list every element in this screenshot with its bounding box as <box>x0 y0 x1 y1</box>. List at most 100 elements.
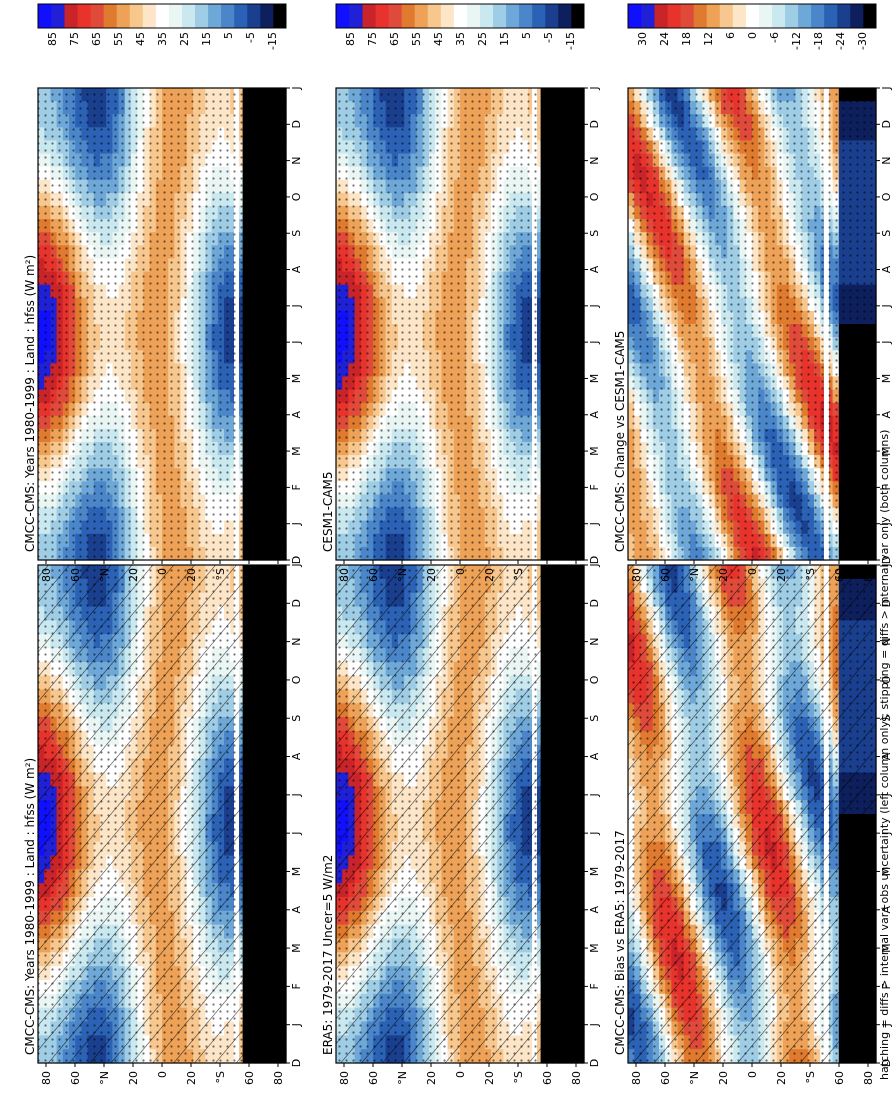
colorbar-label: 75 <box>68 32 81 46</box>
colorbar-swatch <box>77 4 91 28</box>
colorbar-swatch <box>129 4 143 28</box>
time-tick-label: J <box>290 522 303 526</box>
panel-title: ERA5: 1979-2017 Uncer=5 W/m2 <box>321 855 335 1055</box>
time-tick-label: A <box>588 752 601 760</box>
colorbar-frame <box>37 3 287 29</box>
hatching-overlay <box>336 565 584 1063</box>
time-tick-label: F <box>290 484 303 490</box>
colorbar-swatch <box>116 4 130 28</box>
lat-tick-label: 0 <box>156 1071 169 1078</box>
lat-tick-label: 60 <box>367 1071 380 1085</box>
lat-tick-label: 20 <box>483 1071 496 1085</box>
time-tick-label: D <box>588 599 601 607</box>
time-tick-label: J <box>290 832 303 836</box>
colorbar-swatch <box>51 4 65 28</box>
colorbar-label: 15 <box>200 32 213 46</box>
lat-tick-label: °N <box>98 1071 111 1085</box>
lat-tick-label: 60 <box>541 1071 554 1085</box>
time-tick-label: M <box>290 374 303 384</box>
time-tick-label: S <box>290 715 303 722</box>
stippling-overlay <box>38 88 286 560</box>
heatmap-panel-0: CMCC-CMS: Years 1980-1999 : Land : hfss … <box>23 563 303 1085</box>
colorbar-swatch <box>38 4 52 28</box>
lat-tick-label: 0 <box>454 1071 467 1078</box>
colorbar-swatch <box>181 4 196 28</box>
time-tick-label: N <box>290 156 303 164</box>
time-tick-label: A <box>290 265 303 273</box>
panel-title: CMCC-CMS: Years 1980-1999 : Land : hfss … <box>23 255 37 552</box>
colorbar-swatch <box>168 4 182 28</box>
time-tick-label: D <box>290 556 303 564</box>
colorbar-label: -15 <box>266 32 279 50</box>
lat-tick-label: 80 <box>272 568 285 582</box>
lat-tick-label: 20 <box>127 1071 140 1085</box>
colorbar-label: 35 <box>156 32 169 46</box>
lat-tick-label: 80 <box>272 1071 285 1085</box>
colorbar-label: -5 <box>244 32 257 43</box>
lat-tick-label: 60 <box>243 568 256 582</box>
time-tick-label: M <box>290 867 303 877</box>
time-tick-label: J <box>290 1023 303 1027</box>
lat-tick-label: °N <box>396 1071 409 1085</box>
lat-tick-label: °S <box>214 568 227 581</box>
time-tick-label: S <box>290 230 303 237</box>
lat-tick-label: 80 <box>40 568 53 582</box>
colorbar-label: 45 <box>134 32 147 46</box>
time-tick-label: O <box>588 675 601 684</box>
time-tick-label: F <box>290 983 303 989</box>
colorbar-swatch <box>233 4 248 28</box>
colorbar-swatch <box>259 4 274 28</box>
colorbar-label: 25 <box>178 32 191 46</box>
lat-tick-label: 20 <box>425 1071 438 1085</box>
time-tick-label: M <box>290 943 303 953</box>
time-tick-label: S <box>588 715 601 722</box>
lat-tick-label: 80 <box>570 1071 583 1085</box>
colorbar-swatch <box>194 4 209 28</box>
time-tick-label: J <box>290 86 303 90</box>
time-tick-label: M <box>588 943 601 953</box>
lat-tick-label: 80 <box>338 1071 351 1085</box>
heatmap-panel-1: CMCC-CMS: Years 1980-1999 : Land : hfss … <box>23 3 303 582</box>
time-tick-label: F <box>588 983 601 989</box>
lat-tick-label: 60 <box>243 1071 256 1085</box>
colorbar-swatch <box>142 4 156 28</box>
lat-tick-label: 80 <box>40 1071 53 1085</box>
time-tick-label: A <box>588 906 601 914</box>
time-tick-label: A <box>290 906 303 914</box>
time-tick-label: O <box>290 192 303 201</box>
time-tick-label: J <box>290 341 303 345</box>
time-tick-label: M <box>588 867 601 877</box>
time-tick-label: J <box>588 832 601 836</box>
time-tick-label: D <box>290 599 303 607</box>
lat-tick-label: 60 <box>69 568 82 582</box>
colorbar-label: 65 <box>90 32 103 46</box>
colorbar-label: 5 <box>222 32 235 39</box>
colorbar-swatch <box>207 4 222 28</box>
time-tick-label: D <box>588 1059 601 1067</box>
colorbar-swatch <box>220 4 235 28</box>
time-tick-label: J <box>290 793 303 797</box>
panel-title: CMCC-CMS: Years 1980-1999 : Land : hfss … <box>23 758 37 1055</box>
colorbar-swatch <box>90 4 104 28</box>
time-tick-label: J <box>588 793 601 797</box>
time-tick-label: N <box>290 637 303 645</box>
lat-tick-label: 0 <box>156 568 169 575</box>
lat-tick-label: 20 <box>185 568 198 582</box>
colorbar-label: 85 <box>46 32 59 46</box>
time-tick-label: D <box>290 1059 303 1067</box>
time-tick-label: A <box>290 411 303 419</box>
colorbar-swatch <box>155 4 169 28</box>
time-tick-label: D <box>290 120 303 128</box>
lat-tick-label: 60 <box>69 1071 82 1085</box>
colorbar-swatch <box>103 4 117 28</box>
time-tick-label: J <box>588 1023 601 1027</box>
time-tick-label: A <box>290 752 303 760</box>
lat-tick-label: 20 <box>127 568 140 582</box>
time-tick-label: J <box>290 563 303 567</box>
lat-tick-label: °S <box>512 1071 525 1084</box>
lat-tick-label: 20 <box>185 1071 198 1085</box>
time-tick-label: J <box>588 563 601 567</box>
time-tick-label: N <box>588 637 601 645</box>
